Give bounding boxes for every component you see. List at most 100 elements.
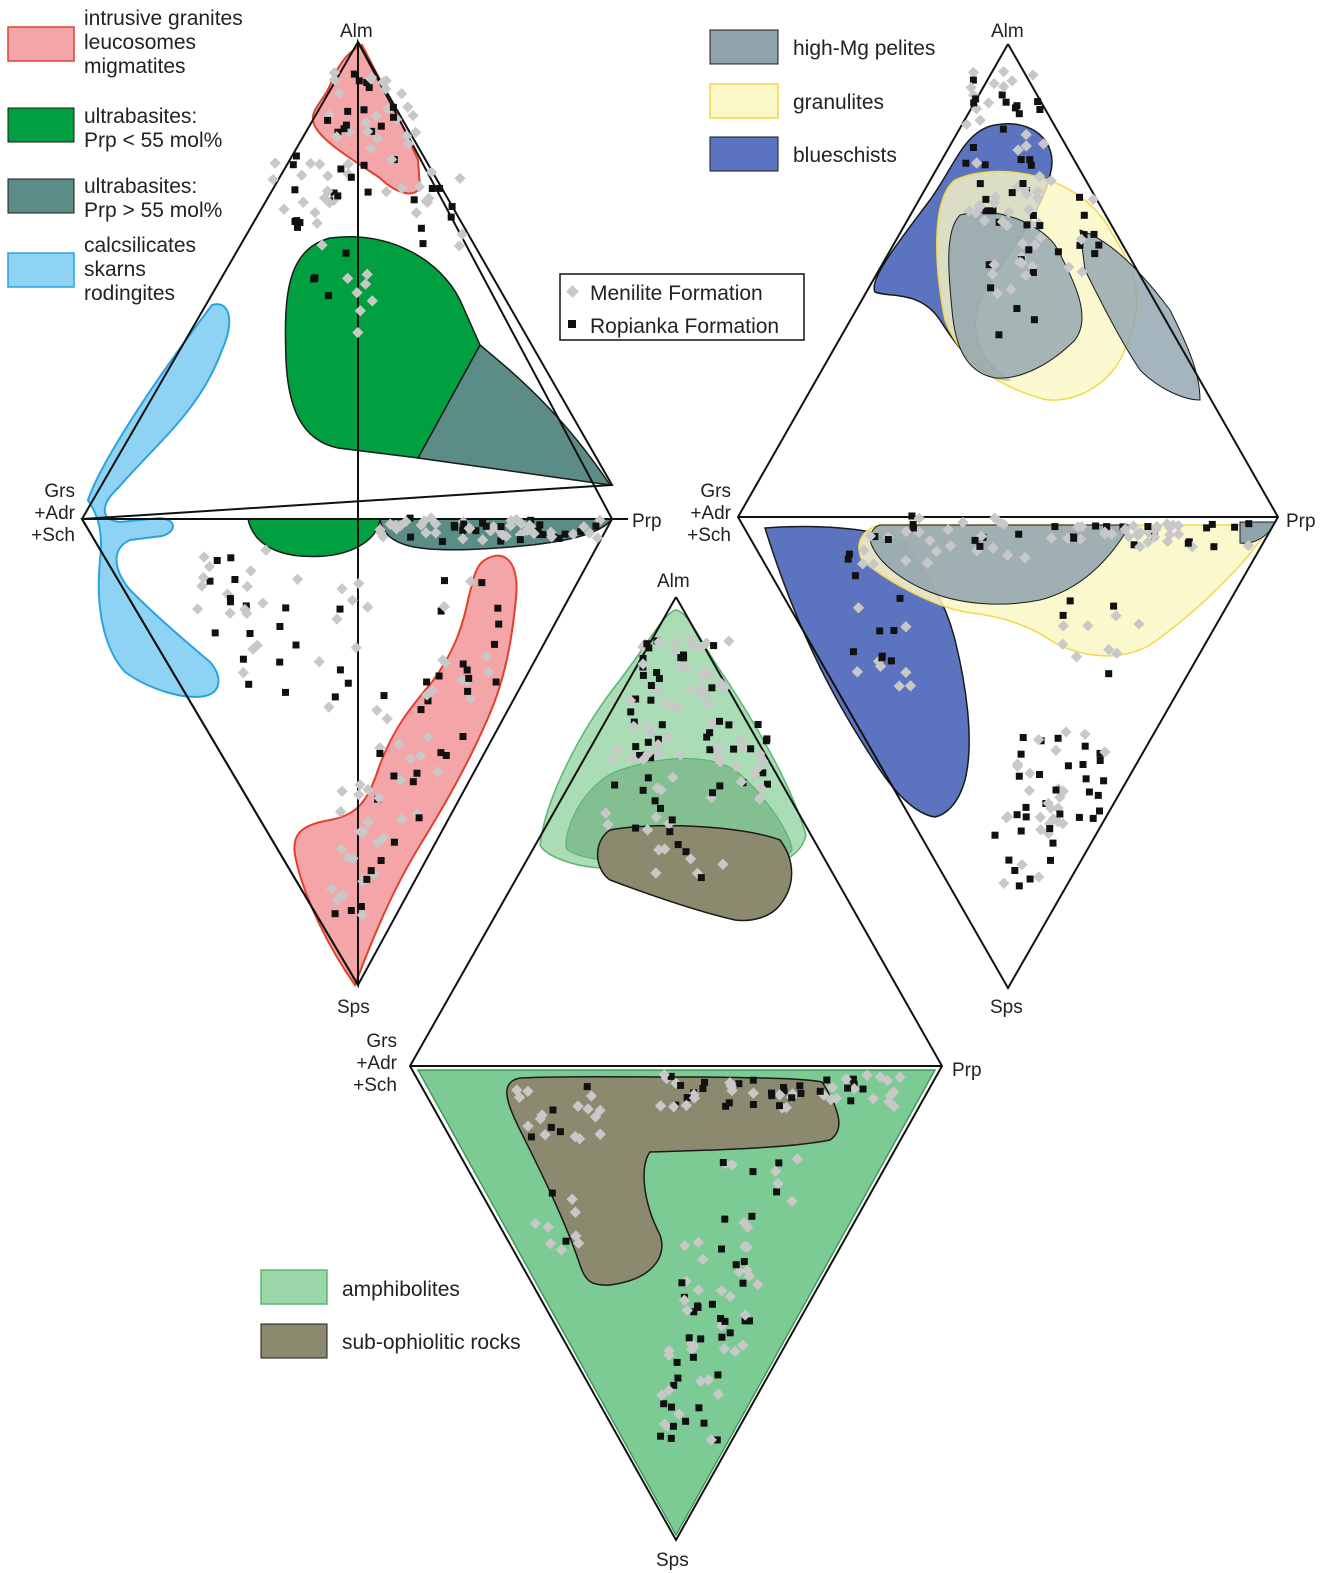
point-ropianka [747,745,755,753]
field-granites-lower [293,554,518,988]
point-menilite [900,666,912,679]
point-menilite [705,1434,717,1446]
label-line: intrusive granites [84,7,243,30]
point-ropianka [360,161,368,169]
point-ropianka [611,781,619,789]
point-ropianka [1090,230,1098,238]
point-menilite [422,731,434,743]
point-ropianka [539,531,547,539]
point-menilite [1037,138,1050,150]
point-ropianka [311,274,319,282]
point-menilite [786,1195,798,1207]
legend-label-ultrabasites-high: ultrabasites: Prp > 55 mol% [84,175,222,222]
point-menilite [269,157,281,169]
point-menilite [1054,791,1066,803]
point-ropianka [764,780,771,788]
point-menilite [500,530,512,543]
point-ropianka [703,733,711,741]
point-menilite [944,540,957,552]
point-ropianka [653,669,661,676]
point-menilite [354,826,367,838]
point-menilite [267,173,279,186]
point-ropianka [1049,839,1057,847]
point-ropianka [424,697,432,705]
point-ropianka [289,161,297,169]
point-ropianka [1076,241,1084,249]
point-menilite [742,1221,754,1233]
point-menilite [1082,620,1094,632]
point-menilite [900,525,912,538]
point-ropianka [555,534,563,542]
point-menilite [296,169,308,181]
point-ropianka [668,816,676,824]
point-menilite [684,634,696,646]
point-ropianka [227,598,234,606]
point-ropianka [492,678,500,686]
point-ropianka [689,1353,697,1361]
point-menilite [569,1206,582,1218]
point-ropianka [721,1317,729,1325]
label-line: Grs [700,481,731,502]
legend-swatch-pelites [709,29,779,65]
point-ropianka [1002,98,1010,106]
point-menilite [641,824,654,836]
point-menilite [410,207,423,219]
point-menilite [826,1081,839,1094]
point-ropianka [1013,102,1021,110]
point-menilite [425,166,438,178]
point-ropianka [494,604,502,612]
point-menilite [957,516,969,529]
point-ropianka [695,1404,703,1412]
point-ropianka [685,1334,693,1342]
legend-label-ultrabasites-low: ultrabasites: Prp < 55 mol% [84,105,222,152]
point-menilite [426,684,438,697]
point-ropianka [1015,882,1023,890]
point-ropianka [282,688,289,696]
point-ropianka [670,1381,678,1389]
point-ropianka [976,180,984,188]
point-menilite [591,532,604,544]
point-ropianka [548,1189,556,1197]
point-menilite [667,771,679,784]
point-menilite [600,807,612,819]
point-menilite [1033,170,1046,183]
point-ropianka [291,218,299,225]
point-ropianka [330,189,338,197]
point-menilite [637,658,649,670]
point-ropianka [762,737,770,745]
point-ropianka [239,655,247,663]
point-ropianka [376,750,384,757]
point-ropianka [884,536,892,543]
point-menilite [237,666,249,679]
point-ropianka [759,769,767,777]
point-ropianka [678,1279,686,1287]
point-ropianka [592,522,600,530]
point-menilite [1016,858,1028,871]
label-line: calcsilicates [84,234,196,257]
point-ropianka [334,192,342,200]
point-ropianka [706,746,714,754]
label-grs-1: Grs +Adr +Sch [31,481,76,546]
point-menilite [974,114,986,126]
point-menilite [342,272,354,285]
point-menilite [702,1374,715,1386]
point-menilite [749,769,761,781]
point-ropianka [647,682,655,689]
point-menilite [652,738,664,751]
point-menilite [606,754,619,766]
point-ropianka [713,1436,721,1444]
point-menilite [684,853,697,865]
legend-diagram-3: amphibolites sub-ophiolitic rocks [260,1269,521,1359]
point-ropianka [442,752,450,759]
point-menilite [967,66,980,79]
point-menilite [1099,746,1111,758]
legend-label-amphibolites: amphibolites [342,1278,460,1301]
point-ropianka [1036,771,1043,778]
point-ropianka [982,195,990,203]
point-menilite [291,573,304,585]
point-menilite [395,813,407,825]
point-menilite [583,527,596,539]
point-menilite [404,753,417,765]
point-menilite [733,1266,745,1278]
point-menilite [736,741,749,753]
